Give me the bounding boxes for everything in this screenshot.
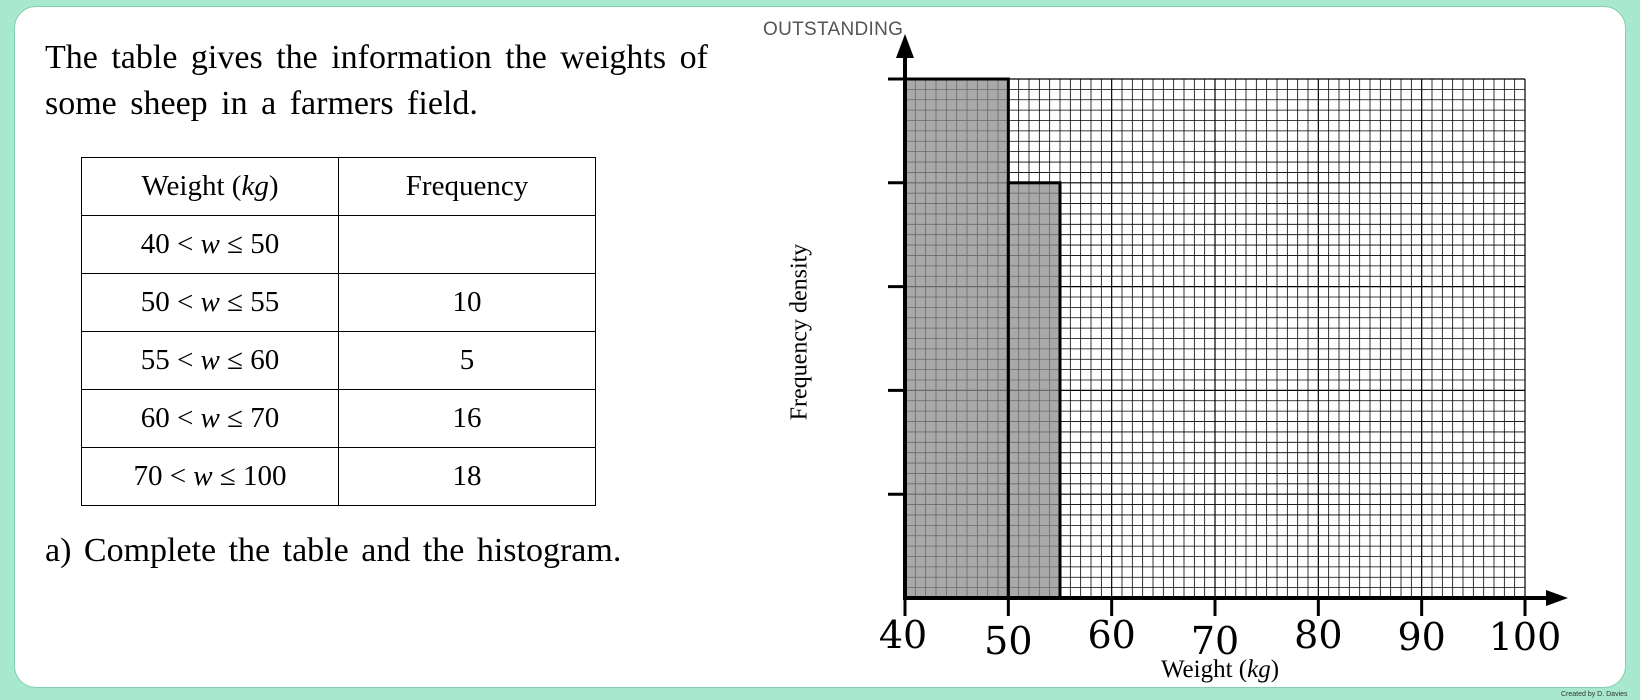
y-axis-label: Frequency density xyxy=(786,243,813,421)
x-axis-arrow xyxy=(1546,590,1568,606)
table-row: 55 < w ≤ 60 5 xyxy=(81,331,596,390)
weight-cell: 60 < w ≤ 70 xyxy=(81,389,339,448)
chart-bars xyxy=(903,77,1062,600)
table-row: 50 < w ≤ 55 10 xyxy=(81,273,596,332)
weight-cell: 55 < w ≤ 60 xyxy=(81,331,339,390)
frequency-cell: 16 xyxy=(338,389,596,448)
x-axis-label: Weight (kg) xyxy=(1160,656,1280,683)
header-frequency-label: Frequency xyxy=(405,170,529,202)
y-axis-arrow xyxy=(896,34,914,58)
part-a-instruction: a) Complete the table and the histogram. xyxy=(45,532,622,569)
x-tick-label: 50 xyxy=(984,619,1032,663)
x-tick-label: 100 xyxy=(1489,615,1562,659)
table-row: 40 < w ≤ 50 xyxy=(81,215,596,274)
x-tick-label: 90 xyxy=(1397,615,1445,659)
question-text: The table gives the information the weig… xyxy=(45,39,708,122)
histogram-bar-2 xyxy=(1006,181,1062,600)
table-header-row: Weight (kg) Frequency xyxy=(81,157,596,216)
header-weight-label: Weight (kg) xyxy=(141,170,279,202)
x-tick-label: 80 xyxy=(1294,613,1342,657)
chart-axes xyxy=(888,34,1568,616)
x-tick-label: 40 xyxy=(879,613,927,657)
x-tick-label: 70 xyxy=(1191,619,1239,663)
weight-cell: 70 < w ≤ 100 xyxy=(81,447,339,506)
frequency-cell: 5 xyxy=(338,331,596,390)
chart-tick-labels: 40 50 60 70 80 90 100 xyxy=(879,613,1561,663)
header-frequency: Frequency xyxy=(338,157,596,216)
x-tick-label: 60 xyxy=(1087,613,1135,657)
header-label: OUTSTANDING xyxy=(763,19,904,40)
frequency-table: Weight (kg) Frequency 40 < w ≤ 50 50 < w… xyxy=(81,157,596,506)
table-row: 60 < w ≤ 70 16 xyxy=(81,389,596,448)
histogram-bar-1 xyxy=(903,77,1010,600)
frequency-cell: 10 xyxy=(338,273,596,332)
frequency-cell[interactable] xyxy=(338,215,596,274)
frequency-cell: 18 xyxy=(338,447,596,506)
credit-text: Created by D. Davies xyxy=(1561,691,1628,698)
weight-cell: 40 < w ≤ 50 xyxy=(81,215,339,274)
slide-panel: OUTSTANDING The table gives the informat… xyxy=(14,6,1626,688)
table-row: 70 < w ≤ 100 18 xyxy=(81,447,596,506)
